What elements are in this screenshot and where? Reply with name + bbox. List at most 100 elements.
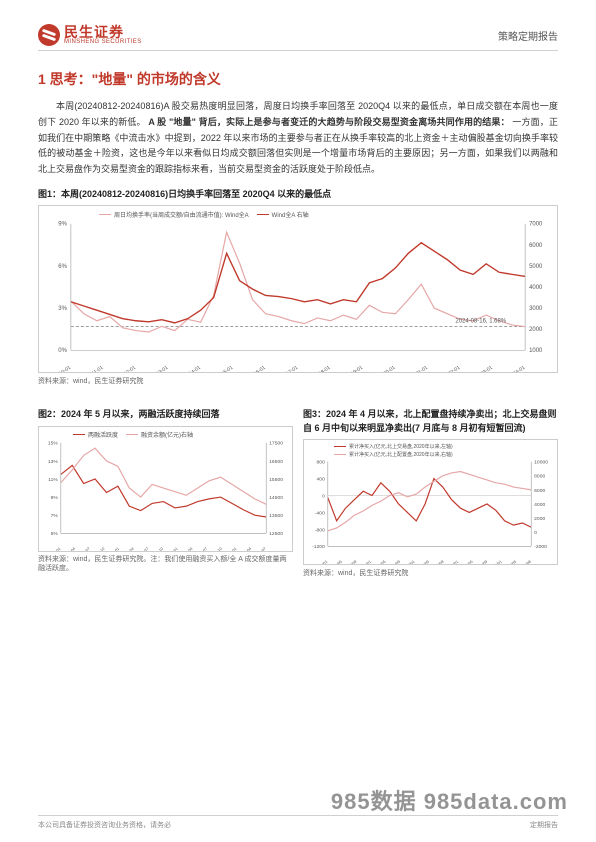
svg-text:3%: 3% (58, 306, 67, 312)
svg-text:2024/05: 2024/05 (503, 559, 518, 565)
paragraph-1-bold: A 股 "地量" 背后，实际上是参与者变迁的大趋势与阶段交易型资金离场共同作用的… (148, 117, 509, 127)
svg-text:4000: 4000 (534, 502, 545, 508)
fig1-legend: 周日均换手率(当周成交额/自由流通市值): Wind全A Wind全A 右轴 (99, 210, 309, 219)
svg-text:2023-10: 2023-10 (208, 545, 223, 551)
svg-text:800: 800 (317, 460, 326, 466)
svg-text:2024-08-16, 1.68%: 2024-08-16, 1.68% (455, 319, 506, 325)
svg-text:2022-01: 2022-01 (443, 365, 462, 372)
svg-text:-1200: -1200 (312, 545, 325, 551)
page-footer: 本公司具备证券投资咨询业务资格，请务必 定期报告 (38, 815, 558, 830)
svg-text:2021/01: 2021/01 (358, 559, 372, 564)
svg-text:2022-01: 2022-01 (106, 546, 120, 551)
section-title: 1 思考："地量" 的市场的含义 (38, 69, 558, 89)
svg-text:2024-01: 2024-01 (223, 546, 237, 551)
fig2-chart: 5%7%9%11%13%15%1250013500145001550016500… (38, 426, 293, 552)
svg-text:2000: 2000 (529, 327, 543, 333)
svg-text:2018-01: 2018-01 (313, 365, 332, 372)
svg-text:2024-04: 2024-04 (238, 545, 253, 551)
svg-text:2020/05: 2020/05 (329, 559, 344, 565)
svg-text:6%: 6% (58, 264, 67, 270)
svg-text:2021/09: 2021/09 (387, 559, 401, 564)
svg-text:1000: 1000 (529, 349, 543, 355)
document-type: 策略定期报告 (498, 28, 558, 43)
svg-text:13%: 13% (48, 459, 59, 465)
page-header: 民生证券 MINSHENG SECURITIES 策略定期报告 (38, 24, 558, 51)
svg-text:2023-04: 2023-04 (179, 545, 194, 551)
watermark: 985数据 985data.com (331, 784, 568, 816)
fig2-source: 资料来源：wind，民生证券研究院。注：我们使用融资买入额/全 A 成交额度量两… (38, 555, 293, 573)
svg-text:0%: 0% (58, 349, 67, 355)
svg-text:13500: 13500 (269, 513, 283, 519)
svg-text:2024/01: 2024/01 (489, 559, 503, 564)
svg-text:2021-10: 2021-10 (91, 545, 106, 551)
svg-text:2022/01: 2022/01 (401, 559, 415, 564)
svg-text:2021/05: 2021/05 (372, 559, 387, 565)
svg-text:12500: 12500 (269, 531, 283, 537)
svg-text:-400: -400 (315, 511, 325, 517)
svg-text:2021-07: 2021-07 (76, 546, 90, 551)
svg-text:2023-01: 2023-01 (164, 546, 178, 551)
svg-text:2020-01: 2020-01 (378, 365, 397, 372)
svg-text:2021-01: 2021-01 (47, 546, 61, 551)
svg-text:2020/09: 2020/09 (343, 559, 357, 564)
fig2-title: 图2：2024 年 5 月以来，两融活跃度持续回落 (38, 408, 293, 422)
svg-text:14500: 14500 (269, 495, 283, 501)
svg-text:2024-01: 2024-01 (508, 365, 527, 372)
svg-text:3000: 3000 (529, 306, 543, 312)
svg-text:0: 0 (322, 494, 325, 500)
footer-right: 定期报告 (530, 820, 558, 830)
svg-text:11%: 11% (48, 477, 58, 483)
svg-text:6000: 6000 (534, 488, 545, 494)
svg-text:15500: 15500 (269, 477, 283, 483)
svg-text:2021-01: 2021-01 (411, 365, 430, 372)
svg-text:8000: 8000 (534, 474, 545, 480)
svg-text:7000: 7000 (529, 222, 543, 228)
brand-logo-icon (38, 24, 60, 46)
svg-text:2021-04: 2021-04 (62, 545, 77, 551)
paragraph-1: 本周(20240812-20240816)A 股交易热度明显回落，周度日均换手率… (38, 99, 558, 178)
fig1-title: 图1：本周(20240812-20240816)日均换手率回落至 2020Q4 … (38, 188, 558, 202)
svg-text:0: 0 (534, 530, 537, 536)
svg-text:2019-01: 2019-01 (346, 365, 365, 372)
svg-text:7%: 7% (51, 513, 59, 519)
svg-text:15%: 15% (48, 440, 59, 446)
svg-text:2014-01: 2014-01 (183, 365, 202, 372)
svg-text:2023/09: 2023/09 (474, 559, 488, 564)
svg-text:2015-01: 2015-01 (216, 365, 235, 372)
svg-text:2000: 2000 (534, 516, 545, 522)
fig3-legend: 累计净买入(亿元,北上交易盘,2020年以来,左轴) 累计净买入(亿元,北上配置… (334, 443, 453, 458)
svg-text:2011-01: 2011-01 (86, 365, 104, 372)
svg-text:2020/01: 2020/01 (314, 559, 328, 564)
brand-name-en: MINSHENG SECURITIES (64, 39, 142, 45)
svg-text:2023/05: 2023/05 (460, 559, 475, 565)
svg-text:2012-01: 2012-01 (119, 365, 138, 372)
svg-text:2010-01: 2010-01 (54, 365, 73, 372)
svg-text:2022/05: 2022/05 (416, 559, 431, 565)
svg-text:10000: 10000 (534, 460, 548, 466)
brand-logo: 民生证券 MINSHENG SECURITIES (38, 24, 142, 46)
brand-name-cn: 民生证券 (64, 25, 142, 39)
svg-text:2022/09: 2022/09 (431, 559, 445, 564)
svg-text:16500: 16500 (269, 459, 283, 465)
svg-text:2023-01: 2023-01 (475, 365, 494, 372)
fig1-chart: 0%3%6%9%10002000300040005000600070002010… (38, 205, 558, 373)
fig3-source: 资料来源：wind，民生证券研究院 (303, 568, 558, 578)
svg-text:2023-07: 2023-07 (194, 546, 208, 551)
svg-text:2024-07: 2024-07 (253, 546, 267, 551)
svg-text:-2000: -2000 (534, 545, 547, 551)
fig3-chart: -1200-800-4000400800-2000020004000600080… (303, 439, 558, 565)
svg-text:400: 400 (317, 477, 326, 483)
fig2-legend: 两融活跃度 融资余额(亿元)右轴 (73, 430, 193, 439)
svg-text:2013-01: 2013-01 (151, 365, 170, 372)
svg-text:2023/01: 2023/01 (445, 559, 459, 564)
svg-text:4000: 4000 (529, 285, 543, 291)
fig1-source: 资料来源：wind，民生证券研究院 (38, 376, 558, 386)
svg-text:6000: 6000 (529, 243, 543, 249)
svg-text:2022-10: 2022-10 (150, 545, 165, 551)
svg-text:2016-01: 2016-01 (248, 365, 267, 372)
svg-text:2022-04: 2022-04 (120, 545, 135, 551)
svg-text:9%: 9% (58, 222, 67, 228)
footer-left: 本公司具备证券投资咨询业务资格，请务必 (38, 820, 171, 830)
svg-text:9%: 9% (51, 495, 59, 501)
svg-text:2017-01: 2017-01 (281, 365, 300, 372)
